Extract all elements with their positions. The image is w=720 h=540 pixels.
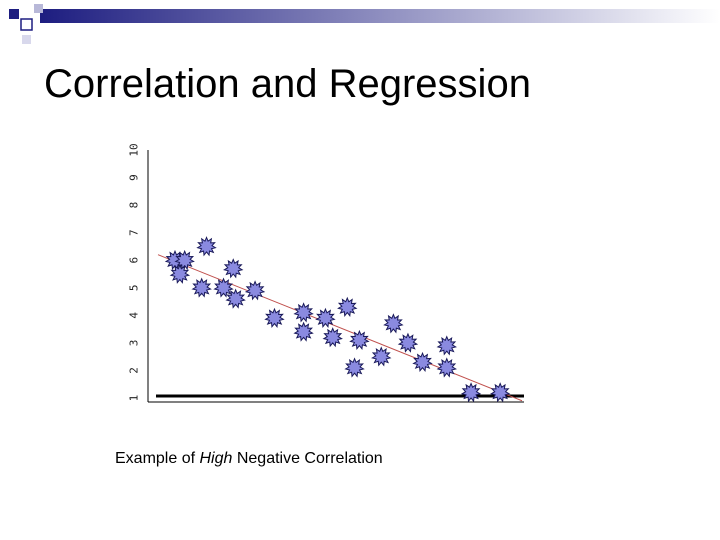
y-axis-ticks: 1 2 3 4 5 6 7 8 9 10 [128, 143, 141, 401]
data-point [337, 296, 358, 317]
data-point [322, 327, 343, 348]
y-tick-label: 3 [128, 340, 141, 347]
data-point [191, 277, 212, 298]
data-point [371, 346, 392, 367]
banner-square-outline [20, 18, 33, 31]
data-point [223, 258, 244, 279]
banner-square-small [22, 35, 31, 44]
y-tick-label: 10 [128, 143, 141, 156]
title-banner [9, 4, 720, 44]
data-point [315, 307, 336, 328]
data-point [169, 263, 191, 284]
data-point [196, 236, 217, 257]
data-points [164, 236, 511, 403]
slide-title: Correlation and Regression [44, 62, 531, 106]
caption-prefix: Example of [115, 450, 200, 467]
y-tick-label: 9 [128, 174, 141, 181]
data-point [460, 382, 482, 403]
data-point [293, 302, 314, 323]
y-tick-label: 2 [128, 367, 141, 374]
data-point [174, 249, 195, 271]
banner-square-dark [9, 9, 19, 19]
caption-suffix: Negative Correlation [232, 450, 383, 467]
regression-line [157, 254, 523, 402]
y-tick-label: 6 [128, 257, 141, 264]
y-tick-label: 4 [128, 312, 141, 319]
data-point [397, 332, 419, 353]
data-point [489, 382, 511, 403]
data-point [293, 321, 314, 342]
data-point [264, 307, 285, 328]
data-point [225, 288, 246, 309]
banner-gradient-bar [40, 9, 720, 23]
data-point [412, 351, 433, 373]
y-tick-label: 8 [128, 202, 141, 209]
y-tick-label: 1 [128, 395, 141, 402]
banner-square-light [34, 4, 43, 13]
data-point [213, 277, 234, 298]
scatter-chart: 1 2 3 4 5 6 7 8 9 10 [128, 143, 524, 403]
caption-emphasis: High [199, 450, 233, 467]
chart-caption: Example of High Negative Correlation [115, 450, 383, 468]
y-tick-label: 5 [128, 284, 141, 291]
data-point [344, 357, 365, 378]
data-point [349, 329, 370, 351]
data-point [436, 335, 457, 356]
data-point [383, 313, 404, 334]
data-point [436, 357, 457, 378]
y-tick-label: 7 [128, 229, 141, 236]
data-point [244, 280, 266, 301]
